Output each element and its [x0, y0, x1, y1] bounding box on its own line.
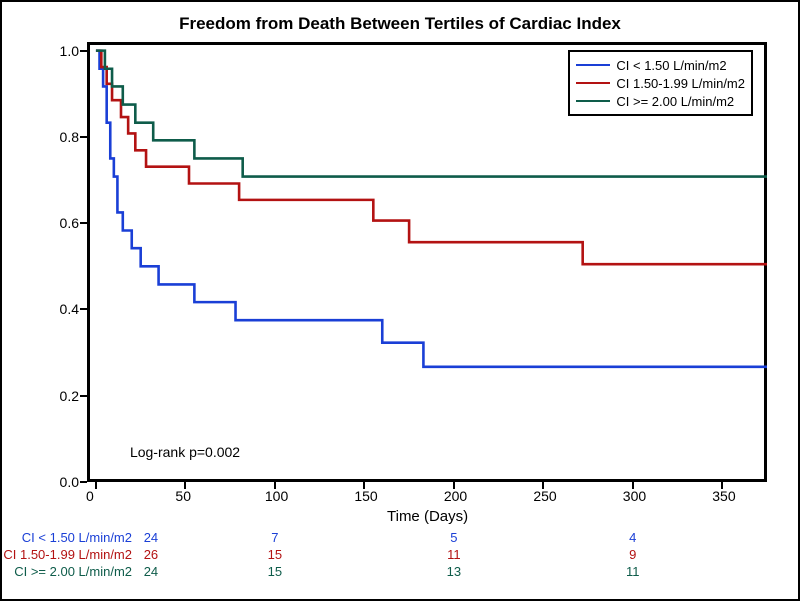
y-tick-label: 0.6 — [49, 215, 79, 231]
risk-row-label: CI 1.50-1.99 L/min/m2 — [2, 547, 132, 562]
risk-cell: 11 — [439, 547, 469, 562]
legend-label-2: CI 1.50-1.99 L/min/m2 — [616, 76, 745, 91]
x-tick-label: 150 — [354, 488, 377, 504]
x-tick-label: 250 — [533, 488, 556, 504]
legend-swatch-2 — [576, 82, 610, 84]
risk-cell: 7 — [260, 530, 290, 545]
y-tick-label: 1.0 — [49, 43, 79, 59]
x-tick-mark — [632, 482, 634, 489]
x-tick-mark — [721, 482, 723, 489]
risk-cell: 24 — [136, 564, 166, 579]
risk-cell: 11 — [618, 564, 648, 579]
x-tick-label: 350 — [712, 488, 735, 504]
x-axis-label: Time (Days) — [387, 508, 468, 525]
risk-cell: 15 — [260, 564, 290, 579]
risk-cell: 13 — [439, 564, 469, 579]
y-tick-mark — [80, 481, 87, 483]
legend-label-1: CI < 1.50 L/min/m2 — [616, 58, 726, 73]
risk-cell: 24 — [136, 530, 166, 545]
logrank-annotation: Log-rank p=0.002 — [130, 444, 240, 460]
x-tick-label: 0 — [86, 488, 94, 504]
legend: CI < 1.50 L/min/m2 CI 1.50-1.99 L/min/m2… — [568, 50, 753, 116]
x-tick-mark — [95, 482, 97, 489]
risk-row-label: CI >= 2.00 L/min/m2 — [2, 564, 132, 579]
y-tick-mark — [80, 395, 87, 397]
x-tick-mark — [363, 482, 365, 489]
risk-cell: 15 — [260, 547, 290, 562]
risk-cell: 9 — [618, 547, 648, 562]
risk-cell: 26 — [136, 547, 166, 562]
x-tick-mark — [274, 482, 276, 489]
y-tick-label: 0.8 — [49, 129, 79, 145]
y-tick-label: 0.0 — [49, 474, 79, 490]
legend-label-3: CI >= 2.00 L/min/m2 — [616, 94, 734, 109]
y-tick-mark — [80, 308, 87, 310]
y-tick-mark — [80, 50, 87, 52]
legend-swatch-3 — [576, 100, 610, 102]
risk-cell: 4 — [618, 530, 648, 545]
risk-row-label: CI < 1.50 L/min/m2 — [2, 530, 132, 545]
y-tick-label: 0.2 — [49, 388, 79, 404]
x-tick-label: 300 — [623, 488, 646, 504]
y-tick-label: 0.4 — [49, 301, 79, 317]
x-tick-label: 200 — [444, 488, 467, 504]
y-tick-mark — [80, 222, 87, 224]
x-tick-label: 100 — [265, 488, 288, 504]
y-tick-mark — [80, 136, 87, 138]
x-tick-mark — [453, 482, 455, 489]
legend-swatch-1 — [576, 64, 610, 66]
risk-cell: 5 — [439, 530, 469, 545]
x-tick-mark — [184, 482, 186, 489]
x-tick-label: 50 — [175, 488, 191, 504]
x-tick-mark — [542, 482, 544, 489]
